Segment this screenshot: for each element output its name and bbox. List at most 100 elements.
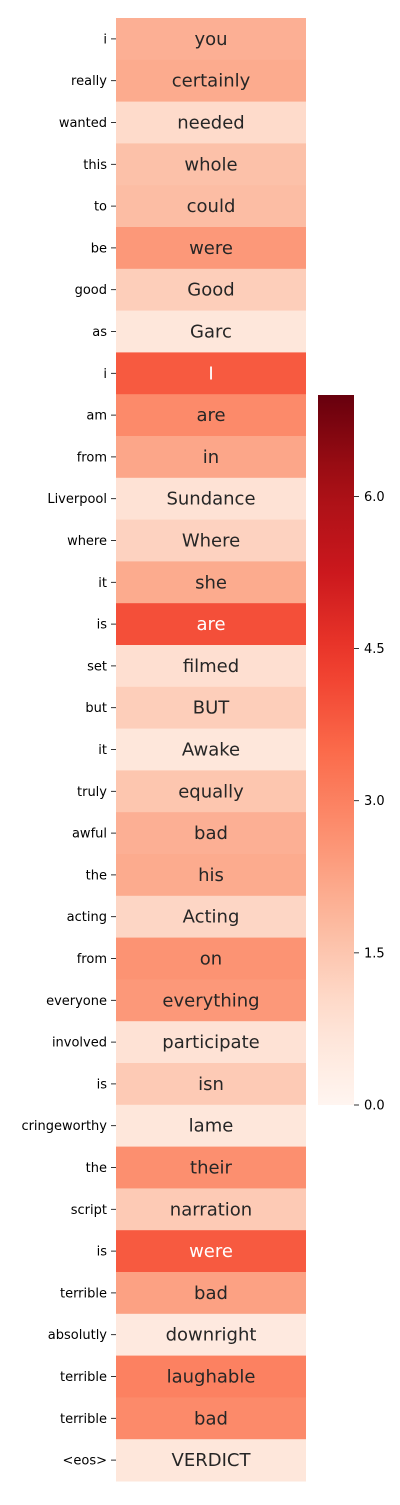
heatmap-cell: [116, 436, 306, 479]
colorbar: [318, 395, 354, 1105]
y-axis-label: from: [77, 450, 107, 465]
cell-token-label: were: [189, 1241, 233, 1262]
y-axis-label: truly: [77, 785, 107, 800]
y-axis-label: good: [75, 283, 107, 298]
heatmap-cell: [116, 519, 306, 562]
heatmap-cell: [116, 1355, 306, 1398]
heatmap-cell: [116, 185, 306, 228]
cell-token-label: in: [203, 447, 219, 468]
y-axis-label: is: [97, 1077, 108, 1092]
cell-token-label: VERDICT: [172, 1450, 252, 1471]
y-axis-label: it: [98, 576, 107, 591]
heatmap-cell: [116, 686, 306, 730]
cell-token-label: his: [198, 865, 224, 886]
cell-token-label: she: [195, 572, 227, 593]
heatmap-cell: [116, 812, 306, 855]
y-axis-label: awful: [72, 827, 107, 842]
y-axis-label: absolutly: [48, 1328, 108, 1343]
cell-token-label: on: [200, 949, 222, 970]
heatmap-cell: [116, 352, 306, 395]
cell-token-label: were: [189, 238, 233, 259]
colorbar-tick-label: 4.5: [364, 642, 385, 657]
y-axis-label: set: [87, 659, 107, 674]
cell-token-label: are: [196, 614, 225, 635]
heatmap-cell: [116, 1272, 306, 1315]
y-axis-label: to: [94, 200, 107, 215]
y-axis-label: cringeworthy: [21, 1119, 107, 1134]
cell-token-label: Where: [182, 531, 240, 552]
cell-token-label: Good: [187, 280, 234, 301]
heatmap-cell: [116, 310, 306, 353]
y-axis-label: the: [86, 868, 107, 883]
cell-token-label: certainly: [172, 71, 251, 92]
heatmap-cell: [116, 1188, 306, 1231]
heatmap-cell: [116, 394, 306, 437]
y-axis-label: but: [85, 701, 107, 716]
colorbar-tick-label: 1.5: [364, 946, 385, 961]
y-axis-label: from: [77, 952, 107, 967]
heatmap-cell: [116, 1104, 306, 1148]
y-axis-label: is: [97, 1245, 108, 1260]
cell-token-label: could: [187, 196, 236, 217]
y-axis-labels: i really wanted this to be good as i am from Liverp…: [21, 32, 116, 1469]
cell-token-label: lame: [189, 1116, 234, 1137]
y-axis-label: involved: [52, 1036, 107, 1051]
heatmap-cell: [116, 101, 306, 144]
y-axis-label: <eos>: [62, 1454, 107, 1469]
heatmap-cell: [116, 143, 306, 186]
y-axis-label: the: [86, 1161, 107, 1176]
cell-token-label: equally: [178, 781, 244, 802]
heatmap-cell: [116, 645, 306, 688]
cell-token-label: you: [194, 29, 227, 50]
y-axis-label: is: [97, 618, 108, 633]
colorbar-ticks: 0.0 1.5 3.0 4.5 6.0: [354, 490, 385, 1114]
heatmap-cell: [116, 268, 306, 312]
y-axis-label: terrible: [60, 1370, 107, 1385]
heatmap-cell: [116, 979, 306, 1022]
heatmap-cell: [116, 937, 306, 980]
y-axis-label: where: [67, 534, 107, 549]
heatmap-cell: [116, 1063, 306, 1106]
y-axis-label: script: [71, 1203, 107, 1218]
y-axis-label: this: [83, 158, 107, 173]
heatmap-cell: [116, 603, 306, 646]
y-axis-label: terrible: [60, 1286, 107, 1301]
cell-token-label: their: [190, 1158, 233, 1179]
cell-token-label: downright: [166, 1325, 257, 1346]
y-axis-label: i: [103, 32, 107, 47]
y-axis-label: as: [92, 325, 107, 340]
cell-token-label: bad: [194, 1408, 228, 1429]
heatmap-cell: [116, 1146, 306, 1189]
heatmap-cell: [116, 728, 306, 771]
cell-token-label: filmed: [183, 656, 239, 677]
y-axis-label: be: [91, 241, 107, 256]
heatmap-cell: [116, 227, 306, 270]
heatmap-cell: [116, 18, 306, 61]
colorbar-tick-label: 6.0: [364, 490, 385, 505]
colorbar-tick-label: 3.0: [364, 794, 385, 809]
heatmap-cell: [116, 1230, 306, 1273]
cell-token-label: needed: [177, 113, 244, 134]
cell-token-label: BUT: [193, 698, 231, 719]
cell-token-label: everything: [162, 990, 259, 1011]
cell-token-label: bad: [194, 1283, 228, 1304]
y-axis-label: terrible: [60, 1412, 107, 1427]
y-axis-label: Liverpool: [47, 492, 107, 507]
y-axis-label: acting: [67, 910, 107, 925]
y-axis-label: i: [103, 367, 107, 382]
heatmap-cell: [116, 854, 306, 897]
cell-token-label: Sundance: [166, 489, 255, 510]
heatmap-cell: [116, 477, 306, 521]
cell-token-label: Garc: [190, 322, 232, 343]
cell-token-label: are: [196, 405, 225, 426]
heatmap-cell: [116, 1021, 306, 1064]
y-axis-label: everyone: [46, 994, 107, 1009]
y-axis-label: it: [98, 743, 107, 758]
cell-token-label: isn: [198, 1074, 224, 1095]
cell-token-label: bad: [194, 823, 228, 844]
heatmap-cell: [116, 561, 306, 604]
heatmap-cell: [116, 1397, 306, 1440]
colorbar-tick-label: 0.0: [364, 1099, 385, 1114]
